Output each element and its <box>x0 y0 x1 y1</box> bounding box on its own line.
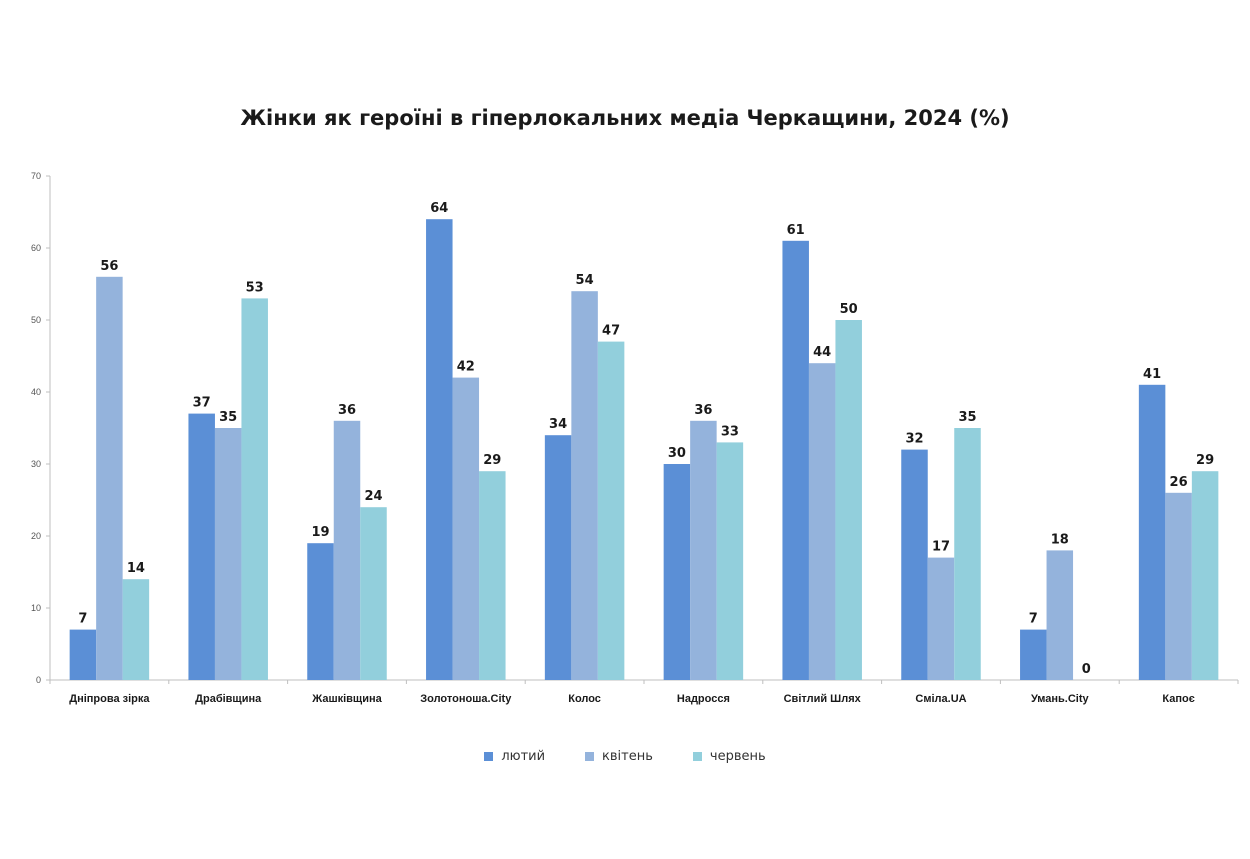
data-label: 35 <box>958 410 976 425</box>
data-label: 35 <box>219 410 237 425</box>
bar <box>214 428 242 680</box>
y-tick-label: 10 <box>31 603 41 613</box>
legend: лютий квітень червень <box>0 749 1250 764</box>
data-label: 18 <box>1051 532 1069 547</box>
bar <box>835 320 862 680</box>
chart-title: Жінки як героїні в гіперлокальних медіа … <box>240 106 1010 130</box>
data-label: 61 <box>787 223 805 238</box>
bar <box>954 428 981 680</box>
data-label: 32 <box>905 432 923 447</box>
x-tick-label: Дніпрова зірка <box>69 693 150 705</box>
bar <box>571 291 598 680</box>
x-tick-label: Надросся <box>677 693 730 705</box>
x-tick-label: Капоє <box>1162 693 1194 705</box>
data-label: 36 <box>694 403 712 418</box>
y-tick-label: 30 <box>31 459 41 469</box>
data-label: 37 <box>193 396 211 411</box>
data-label: 14 <box>127 561 145 576</box>
data-label: 24 <box>364 489 382 504</box>
x-tick-label: Колос <box>568 693 601 705</box>
data-label: 29 <box>1196 453 1214 468</box>
data-label: 19 <box>311 525 329 540</box>
bar <box>241 298 268 680</box>
x-tick-label: Сміла.UA <box>915 693 966 705</box>
data-label: 41 <box>1143 367 1161 382</box>
data-label: 7 <box>78 612 87 627</box>
data-label: 29 <box>483 453 501 468</box>
bar <box>716 442 744 680</box>
y-tick-label: 40 <box>31 387 41 397</box>
data-label: 64 <box>430 201 448 216</box>
x-tick-label: Жашківщина <box>311 693 382 705</box>
bar <box>1138 384 1166 680</box>
bar <box>360 507 387 680</box>
y-tick-label: 60 <box>31 243 41 253</box>
data-label: 17 <box>932 540 950 555</box>
legend-item: червень <box>692 749 766 764</box>
x-tick-label: Умань.City <box>1031 693 1090 705</box>
data-label: 47 <box>602 324 620 339</box>
data-label: 7 <box>1029 612 1038 627</box>
legend-label: червень <box>709 749 766 764</box>
data-label: 53 <box>246 280 264 295</box>
legend-label: квітень <box>602 749 653 764</box>
bar <box>188 413 215 680</box>
bar <box>479 471 506 680</box>
data-label: 42 <box>457 360 475 375</box>
legend-item: квітень <box>585 749 653 764</box>
data-label: 34 <box>549 417 567 432</box>
y-tick-label: 70 <box>31 171 41 181</box>
data-label: 30 <box>668 446 686 461</box>
bar <box>901 449 928 680</box>
x-tick-label: Світлий Шлях <box>784 693 862 705</box>
bar <box>927 557 955 680</box>
bar <box>808 363 836 680</box>
y-tick-label: 50 <box>31 315 41 325</box>
data-label: 0 <box>1082 662 1091 677</box>
legend-label: лютий <box>501 749 546 764</box>
legend-item: лютий <box>484 749 545 764</box>
x-tick-label: Золотоноша.City <box>420 693 512 705</box>
bar <box>333 420 361 680</box>
bar <box>597 341 625 680</box>
legend-swatch <box>692 752 702 761</box>
legend-swatch <box>585 752 595 761</box>
bar <box>452 377 480 680</box>
bar <box>69 629 97 680</box>
data-label: 56 <box>100 259 118 274</box>
data-label: 54 <box>576 273 594 288</box>
data-label: 36 <box>338 403 356 418</box>
bar <box>96 276 123 680</box>
bar <box>690 420 717 680</box>
bar <box>663 464 691 680</box>
x-tick-label: Драбівщина <box>195 693 262 705</box>
bar <box>544 435 572 680</box>
data-label: 44 <box>813 345 831 360</box>
bar <box>1191 471 1219 680</box>
bar <box>1165 492 1192 680</box>
y-tick-label: 20 <box>31 531 41 541</box>
data-label: 26 <box>1170 475 1188 490</box>
legend-swatch <box>484 752 494 761</box>
bar <box>1046 550 1074 680</box>
y-tick-label: 0 <box>36 675 41 685</box>
data-label: 50 <box>840 302 858 317</box>
data-label: 33 <box>721 424 739 439</box>
bar <box>426 219 453 680</box>
bar <box>307 543 334 680</box>
bar <box>782 240 809 681</box>
bar <box>122 579 150 680</box>
bar <box>1020 629 1047 680</box>
